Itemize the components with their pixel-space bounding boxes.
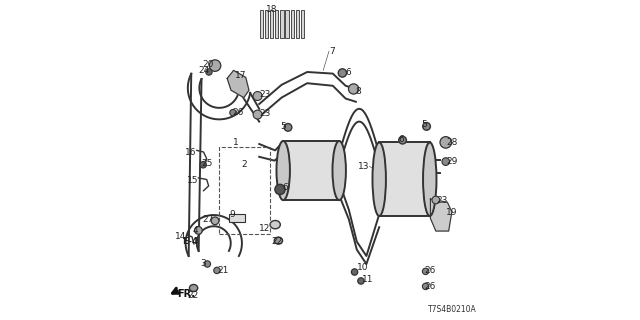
Circle shape (253, 92, 262, 100)
Circle shape (358, 278, 364, 284)
Text: 2: 2 (242, 160, 247, 169)
Ellipse shape (423, 142, 436, 216)
Polygon shape (227, 70, 249, 98)
Text: 23: 23 (437, 196, 448, 204)
Circle shape (275, 184, 285, 195)
Circle shape (338, 69, 347, 77)
Text: 26: 26 (424, 266, 435, 275)
Text: 17: 17 (236, 71, 246, 80)
Circle shape (209, 60, 221, 71)
Text: 15: 15 (187, 176, 198, 185)
Bar (265, 10, 268, 38)
Text: T7S4B0210A: T7S4B0210A (428, 305, 477, 314)
Bar (380, 142, 430, 216)
Ellipse shape (372, 142, 386, 216)
Text: 10: 10 (357, 263, 368, 272)
Circle shape (432, 196, 440, 204)
Text: FR.: FR. (178, 289, 196, 299)
Bar (270, 10, 273, 38)
Circle shape (204, 261, 211, 267)
Ellipse shape (189, 284, 198, 292)
Text: 11: 11 (362, 276, 373, 284)
Bar (296, 10, 299, 38)
Text: 13: 13 (358, 162, 370, 171)
Text: 22: 22 (271, 237, 283, 246)
Text: 4: 4 (192, 226, 198, 235)
Circle shape (284, 124, 292, 131)
Circle shape (230, 109, 236, 116)
Text: 21: 21 (217, 266, 228, 275)
Bar (280, 10, 284, 38)
Text: 23: 23 (259, 90, 271, 99)
Circle shape (422, 283, 429, 290)
Circle shape (399, 136, 406, 144)
Text: 1: 1 (233, 138, 239, 147)
Circle shape (214, 267, 220, 274)
Circle shape (422, 268, 429, 275)
Text: 19: 19 (447, 208, 458, 217)
Text: 12: 12 (259, 224, 270, 233)
Bar (260, 10, 263, 38)
Ellipse shape (276, 141, 290, 200)
Text: 20: 20 (202, 60, 214, 68)
Bar (283, 141, 339, 200)
Text: 3: 3 (201, 260, 206, 268)
Text: 6: 6 (345, 68, 351, 76)
Text: 7: 7 (329, 47, 335, 56)
Circle shape (211, 217, 219, 225)
Ellipse shape (270, 220, 280, 229)
Bar (229, 214, 246, 222)
Text: 27: 27 (202, 215, 214, 224)
Circle shape (206, 69, 212, 75)
Circle shape (440, 137, 452, 148)
Text: E-4: E-4 (182, 237, 198, 246)
Circle shape (423, 123, 430, 130)
Text: 9: 9 (230, 210, 236, 219)
Circle shape (349, 84, 359, 94)
Ellipse shape (274, 237, 283, 244)
Text: 28: 28 (447, 138, 458, 147)
Circle shape (351, 269, 358, 275)
Circle shape (200, 162, 206, 168)
Text: 14: 14 (175, 232, 186, 241)
Text: 24: 24 (198, 66, 210, 75)
Text: 26: 26 (232, 108, 243, 116)
Bar (291, 10, 294, 38)
Text: 26: 26 (424, 282, 435, 291)
Text: 16: 16 (186, 148, 197, 156)
Polygon shape (430, 199, 452, 231)
Ellipse shape (333, 141, 346, 200)
Text: 5: 5 (281, 122, 287, 131)
Bar (219, 147, 270, 234)
Circle shape (442, 158, 449, 165)
Text: 25: 25 (201, 159, 212, 168)
Text: 5: 5 (422, 120, 428, 129)
Circle shape (253, 110, 262, 119)
Text: 8: 8 (356, 87, 362, 96)
Bar (275, 10, 278, 38)
Circle shape (195, 227, 202, 234)
Text: 23: 23 (259, 109, 271, 118)
Text: 29: 29 (447, 157, 458, 166)
Bar (301, 10, 304, 38)
Text: 6: 6 (282, 183, 288, 192)
Text: 18: 18 (266, 5, 278, 14)
Text: 6: 6 (399, 135, 404, 144)
Bar (285, 10, 289, 38)
Text: 22: 22 (187, 292, 198, 300)
